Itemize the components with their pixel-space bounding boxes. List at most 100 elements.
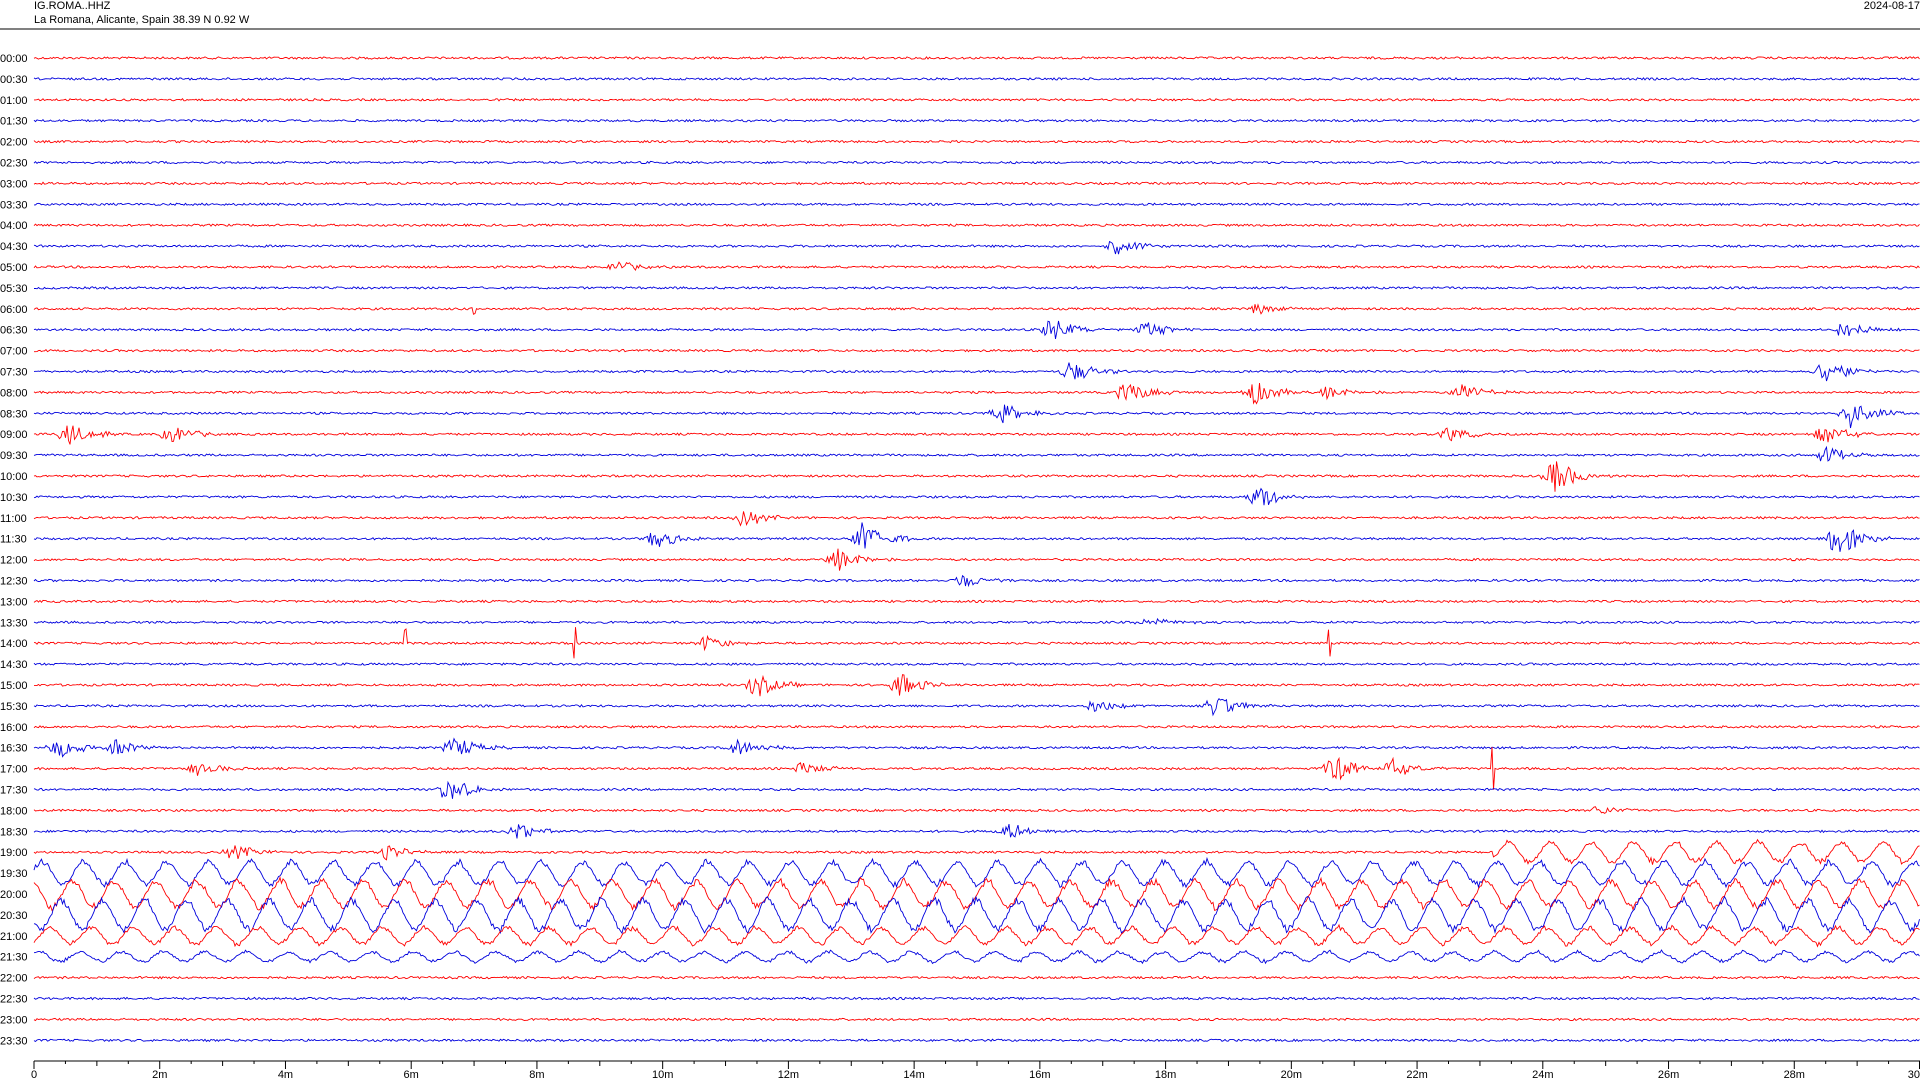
x-tick-label-9: 18m bbox=[1155, 1069, 1176, 1080]
trace-1900 bbox=[33, 838, 1920, 865]
x-axis: 0 2m 4m 6m 8m 10m 12m 14m 16m 18m 20m 22m 24m 26m 28m 3… bbox=[31, 1060, 1920, 1080]
x-tick-label-12: 24m bbox=[1532, 1069, 1553, 1080]
row-label-0700: 07:00 bbox=[0, 346, 28, 358]
row-label-0230: 02:30 bbox=[0, 158, 28, 170]
trace-1630 bbox=[33, 737, 1920, 758]
trace-0930 bbox=[33, 445, 1920, 462]
row-label-1730: 17:30 bbox=[0, 785, 28, 797]
row-label-1130: 11:30 bbox=[0, 534, 27, 546]
row-label-1200: 12:00 bbox=[0, 555, 28, 567]
row-label-1400: 14:00 bbox=[0, 638, 28, 650]
row-label-1600: 16:00 bbox=[0, 722, 28, 734]
trace-2130 bbox=[33, 949, 1920, 965]
trace-0330 bbox=[34, 202, 1920, 207]
trace-0230 bbox=[33, 160, 1920, 165]
trace-0130 bbox=[33, 118, 1920, 123]
x-tick-label-2: 4m bbox=[278, 1069, 293, 1080]
trace-0830 bbox=[33, 404, 1920, 429]
x-tick-label-15: 30 bbox=[1908, 1069, 1920, 1080]
x-tick-label-7: 14m bbox=[903, 1069, 924, 1080]
trace-1700 bbox=[33, 746, 1920, 790]
station-code: IG.ROMA..HHZ bbox=[34, 0, 111, 12]
row-label-0330: 03:30 bbox=[0, 199, 28, 211]
x-tick-label-8: 16m bbox=[1029, 1069, 1050, 1080]
trace-0730 bbox=[33, 362, 1920, 382]
x-tick-label-4: 8m bbox=[529, 1069, 544, 1080]
row-label-0800: 08:00 bbox=[0, 387, 28, 399]
row-label-2200: 22:00 bbox=[0, 973, 28, 985]
row-label-0930: 09:30 bbox=[0, 450, 28, 462]
trace-0700 bbox=[34, 348, 1920, 353]
row-label-2100: 21:00 bbox=[0, 931, 28, 943]
trace-1030 bbox=[33, 487, 1920, 506]
row-label-1930: 19:30 bbox=[0, 868, 28, 880]
trace-0530 bbox=[33, 286, 1920, 290]
trace-1500 bbox=[34, 674, 1920, 697]
station-location: La Romana, Alicante, Spain 38.39 N 0.92 … bbox=[34, 14, 250, 26]
trace-0400 bbox=[33, 223, 1920, 228]
row-label-1300: 13:00 bbox=[0, 596, 28, 608]
trace-1730 bbox=[33, 780, 1920, 799]
trace-0800 bbox=[33, 383, 1920, 405]
row-label-1830: 18:30 bbox=[0, 826, 28, 838]
trace-1300 bbox=[33, 599, 1920, 604]
trace-2100 bbox=[33, 923, 1920, 948]
trace-1330 bbox=[33, 617, 1920, 625]
row-label-1230: 12:30 bbox=[0, 576, 28, 588]
row-label-2300: 23:00 bbox=[0, 1014, 28, 1026]
x-tick-label-14: 28m bbox=[1784, 1069, 1805, 1080]
row-label-2030: 20:30 bbox=[0, 910, 28, 922]
row-label-0600: 06:00 bbox=[0, 304, 28, 316]
trace-0600 bbox=[33, 303, 1920, 315]
trace-1100 bbox=[33, 511, 1920, 527]
row-label-group: 00:00 00:30 01:00 01:30 02:00 02:30 03:00 03:30… bbox=[0, 53, 28, 1047]
trace-1430 bbox=[33, 662, 1920, 666]
trace-0200 bbox=[33, 139, 1920, 144]
trace-1930 bbox=[33, 856, 1920, 889]
x-tick-label-1: 2m bbox=[152, 1069, 167, 1080]
row-label-1630: 16:30 bbox=[0, 743, 28, 755]
trace-1800 bbox=[33, 806, 1920, 814]
trace-1000 bbox=[33, 461, 1920, 492]
row-label-0030: 00:30 bbox=[0, 74, 28, 86]
trace-2200 bbox=[33, 975, 1920, 980]
trace-2300 bbox=[33, 1017, 1920, 1022]
row-label-0400: 04:00 bbox=[0, 220, 28, 232]
row-label-0200: 02:00 bbox=[0, 137, 28, 149]
x-tick-label-11: 22m bbox=[1406, 1069, 1427, 1080]
row-label-0530: 05:30 bbox=[0, 283, 28, 295]
trace-1230 bbox=[33, 574, 1920, 588]
trace-0100 bbox=[34, 98, 1920, 102]
row-label-2000: 20:00 bbox=[0, 889, 28, 901]
row-label-0000: 00:00 bbox=[0, 53, 28, 65]
x-tick-label-3: 6m bbox=[404, 1069, 419, 1080]
row-label-1100: 11:00 bbox=[0, 513, 27, 525]
row-label-1800: 18:00 bbox=[0, 805, 28, 817]
trace-0000 bbox=[33, 56, 1920, 60]
row-label-2130: 21:30 bbox=[0, 952, 28, 964]
x-tick-label-13: 26m bbox=[1658, 1069, 1679, 1080]
row-label-1430: 14:30 bbox=[0, 659, 28, 671]
row-label-2330: 23:30 bbox=[0, 1035, 28, 1047]
row-label-0500: 05:00 bbox=[0, 262, 28, 274]
trace-0500 bbox=[33, 261, 1920, 272]
trace-1130 bbox=[33, 522, 1920, 552]
trace-0900 bbox=[33, 425, 1920, 445]
trace-1400 bbox=[33, 627, 1920, 659]
trace-0630 bbox=[33, 320, 1920, 339]
row-label-1900: 19:00 bbox=[0, 847, 28, 859]
row-label-0730: 07:30 bbox=[0, 367, 28, 379]
x-tick-label-10: 20m bbox=[1281, 1069, 1302, 1080]
trace-group bbox=[33, 56, 1920, 1043]
x-tick-label-0: 0 bbox=[31, 1069, 37, 1080]
trace-2230 bbox=[33, 996, 1920, 1001]
x-tick-label-5: 10m bbox=[652, 1069, 673, 1080]
x-tick-label-6: 12m bbox=[778, 1069, 799, 1080]
trace-1530 bbox=[33, 698, 1920, 717]
trace-0030 bbox=[33, 77, 1920, 81]
trace-2000 bbox=[33, 875, 1920, 912]
row-label-1000: 10:00 bbox=[0, 471, 28, 483]
row-label-0300: 03:00 bbox=[0, 178, 28, 190]
row-label-1330: 13:30 bbox=[0, 617, 28, 629]
